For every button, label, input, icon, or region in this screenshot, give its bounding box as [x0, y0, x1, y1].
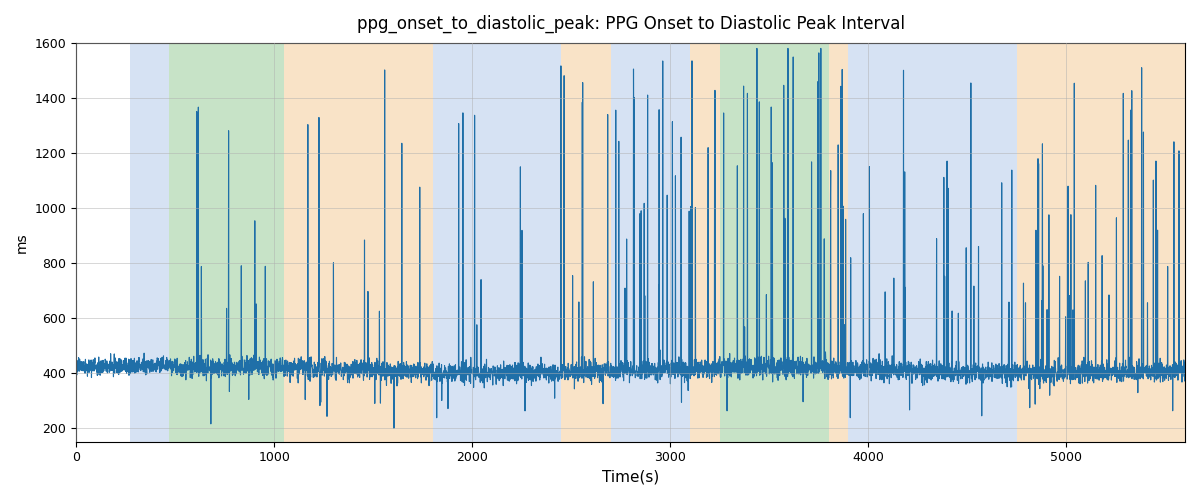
Bar: [284, 43, 432, 442]
Bar: [562, 43, 611, 442]
Bar: [690, 43, 720, 442]
Bar: [848, 43, 1016, 442]
X-axis label: Time(s): Time(s): [602, 470, 659, 485]
Bar: [720, 43, 828, 442]
Bar: [432, 43, 562, 442]
Bar: [130, 43, 169, 442]
Bar: [828, 43, 848, 442]
Bar: [1016, 43, 1186, 442]
Y-axis label: ms: ms: [14, 232, 29, 252]
Title: ppg_onset_to_diastolic_peak: PPG Onset to Diastolic Peak Interval: ppg_onset_to_diastolic_peak: PPG Onset t…: [356, 15, 905, 34]
Bar: [169, 43, 284, 442]
Bar: [611, 43, 690, 442]
